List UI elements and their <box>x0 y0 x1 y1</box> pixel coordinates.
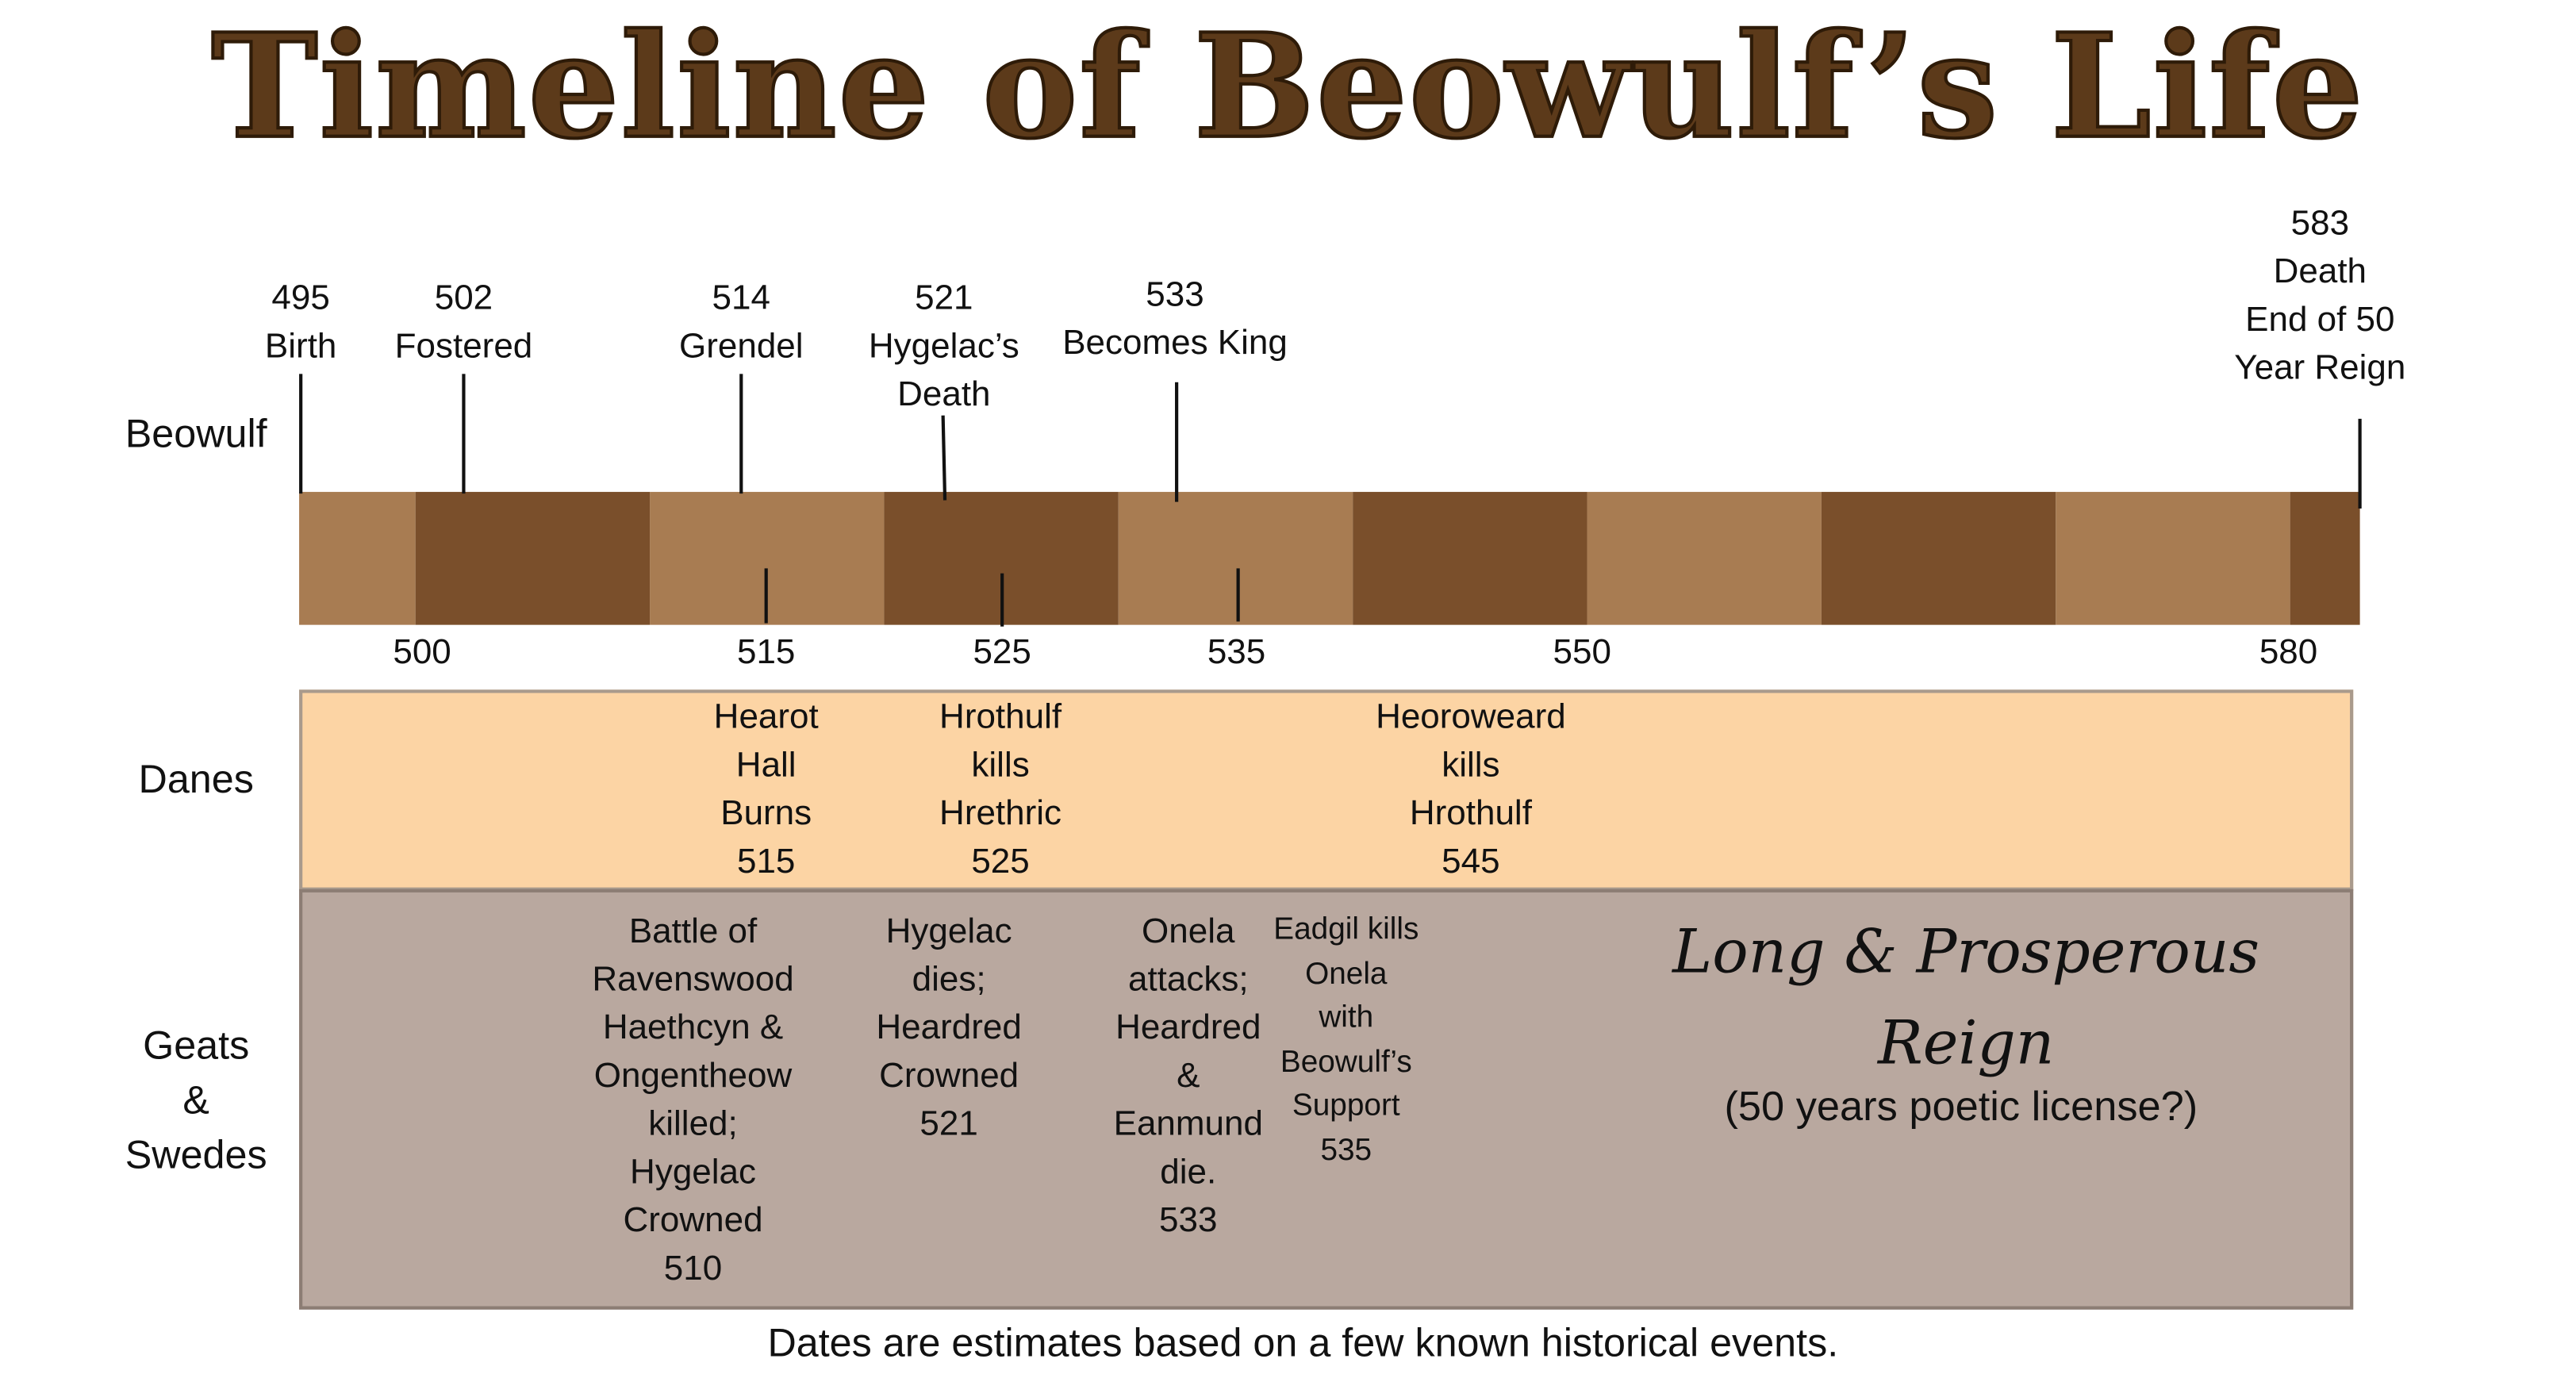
tick-mark <box>1000 573 1004 627</box>
bar-segment <box>299 492 416 625</box>
geats-event: Onela attacks; Heardred & Eanmund die. 5… <box>1113 912 1263 1240</box>
event-grendel: 514 Grendel <box>679 274 804 370</box>
footer-note: Dates are estimates based on a few known… <box>767 1321 1839 1366</box>
event-year: 514 <box>712 278 770 318</box>
event-becomes-king: 533 Becomes King <box>1062 271 1288 367</box>
event-label: Hygelac’s Death <box>868 327 1019 414</box>
event-year: 533 <box>1146 275 1204 314</box>
event-death: 583 Death End of 50 Year Reign <box>2234 199 2405 392</box>
pointer-line <box>2358 418 2362 509</box>
tick-mark <box>764 568 768 624</box>
axis-tick-label: 550 <box>1553 633 1611 672</box>
bar-segment <box>1587 492 1822 625</box>
reign-title-line2: Reign <box>1877 1010 2055 1079</box>
danes-event: Heoroweard kills Hrothulf 545 <box>1376 697 1566 881</box>
event-label: Death End of 50 Year Reign <box>2234 252 2406 388</box>
geats-swedes-panel <box>299 889 2354 1310</box>
danes-event: Hearot Hall Burns 515 <box>713 697 819 881</box>
bar-segment <box>1821 492 2056 625</box>
bar-segment <box>1118 492 1353 625</box>
reign-title-line1: Long & Prosperous <box>1672 919 2260 988</box>
event-year: 495 <box>271 278 330 318</box>
pointer-line <box>299 374 303 494</box>
axis-tick-label: 535 <box>1207 633 1266 672</box>
tick-mark <box>1236 568 1240 622</box>
axis-tick-label: 515 <box>736 633 796 672</box>
bar-segment <box>2290 492 2360 625</box>
bar-segment <box>415 492 651 625</box>
event-label: Birth <box>264 327 337 366</box>
row-label-beowulf: Beowulf <box>125 412 267 458</box>
axis-tick-label: 500 <box>393 633 451 672</box>
geats-event: Eadgil kills Onela with Beowulf’s Suppor… <box>1273 910 1419 1166</box>
danes-event: Hrothulf kills Hrethric 525 <box>939 697 1062 881</box>
event-year: 521 <box>915 278 973 318</box>
event-fostered: 502 Fostered <box>395 274 533 370</box>
pointer-line <box>1175 382 1179 502</box>
event-label: Becomes King <box>1062 324 1288 363</box>
pointer-line <box>941 415 947 501</box>
event-hygelac-death: 521 Hygelac’s Death <box>869 274 1019 419</box>
geats-event: Battle of Ravenswood Haethcyn & Ongenthe… <box>592 912 794 1288</box>
geats-event: Hygelac dies; Heardred Crowned 521 <box>876 912 1022 1144</box>
row-label-danes: Danes <box>138 758 254 803</box>
reign-note: (50 years poetic license?) <box>1724 1083 2198 1130</box>
event-label: Fostered <box>394 327 533 366</box>
axis-tick-label: 525 <box>973 633 1031 672</box>
event-label: Grendel <box>679 327 804 366</box>
event-year: 502 <box>434 278 493 318</box>
danes-panel <box>299 689 2354 891</box>
pointer-line <box>739 374 743 494</box>
event-year: 583 <box>2290 204 2350 243</box>
bar-segment <box>2056 492 2290 625</box>
page-title: Timeline of Beowulf’s Life <box>209 2 2365 173</box>
event-birth: 495 Birth <box>265 274 336 370</box>
axis-tick-label: 580 <box>2259 633 2318 672</box>
bar-segment <box>1353 492 1587 625</box>
row-label-geats-swedes: Geats & Swedes <box>125 1023 267 1179</box>
pointer-line <box>462 374 466 494</box>
